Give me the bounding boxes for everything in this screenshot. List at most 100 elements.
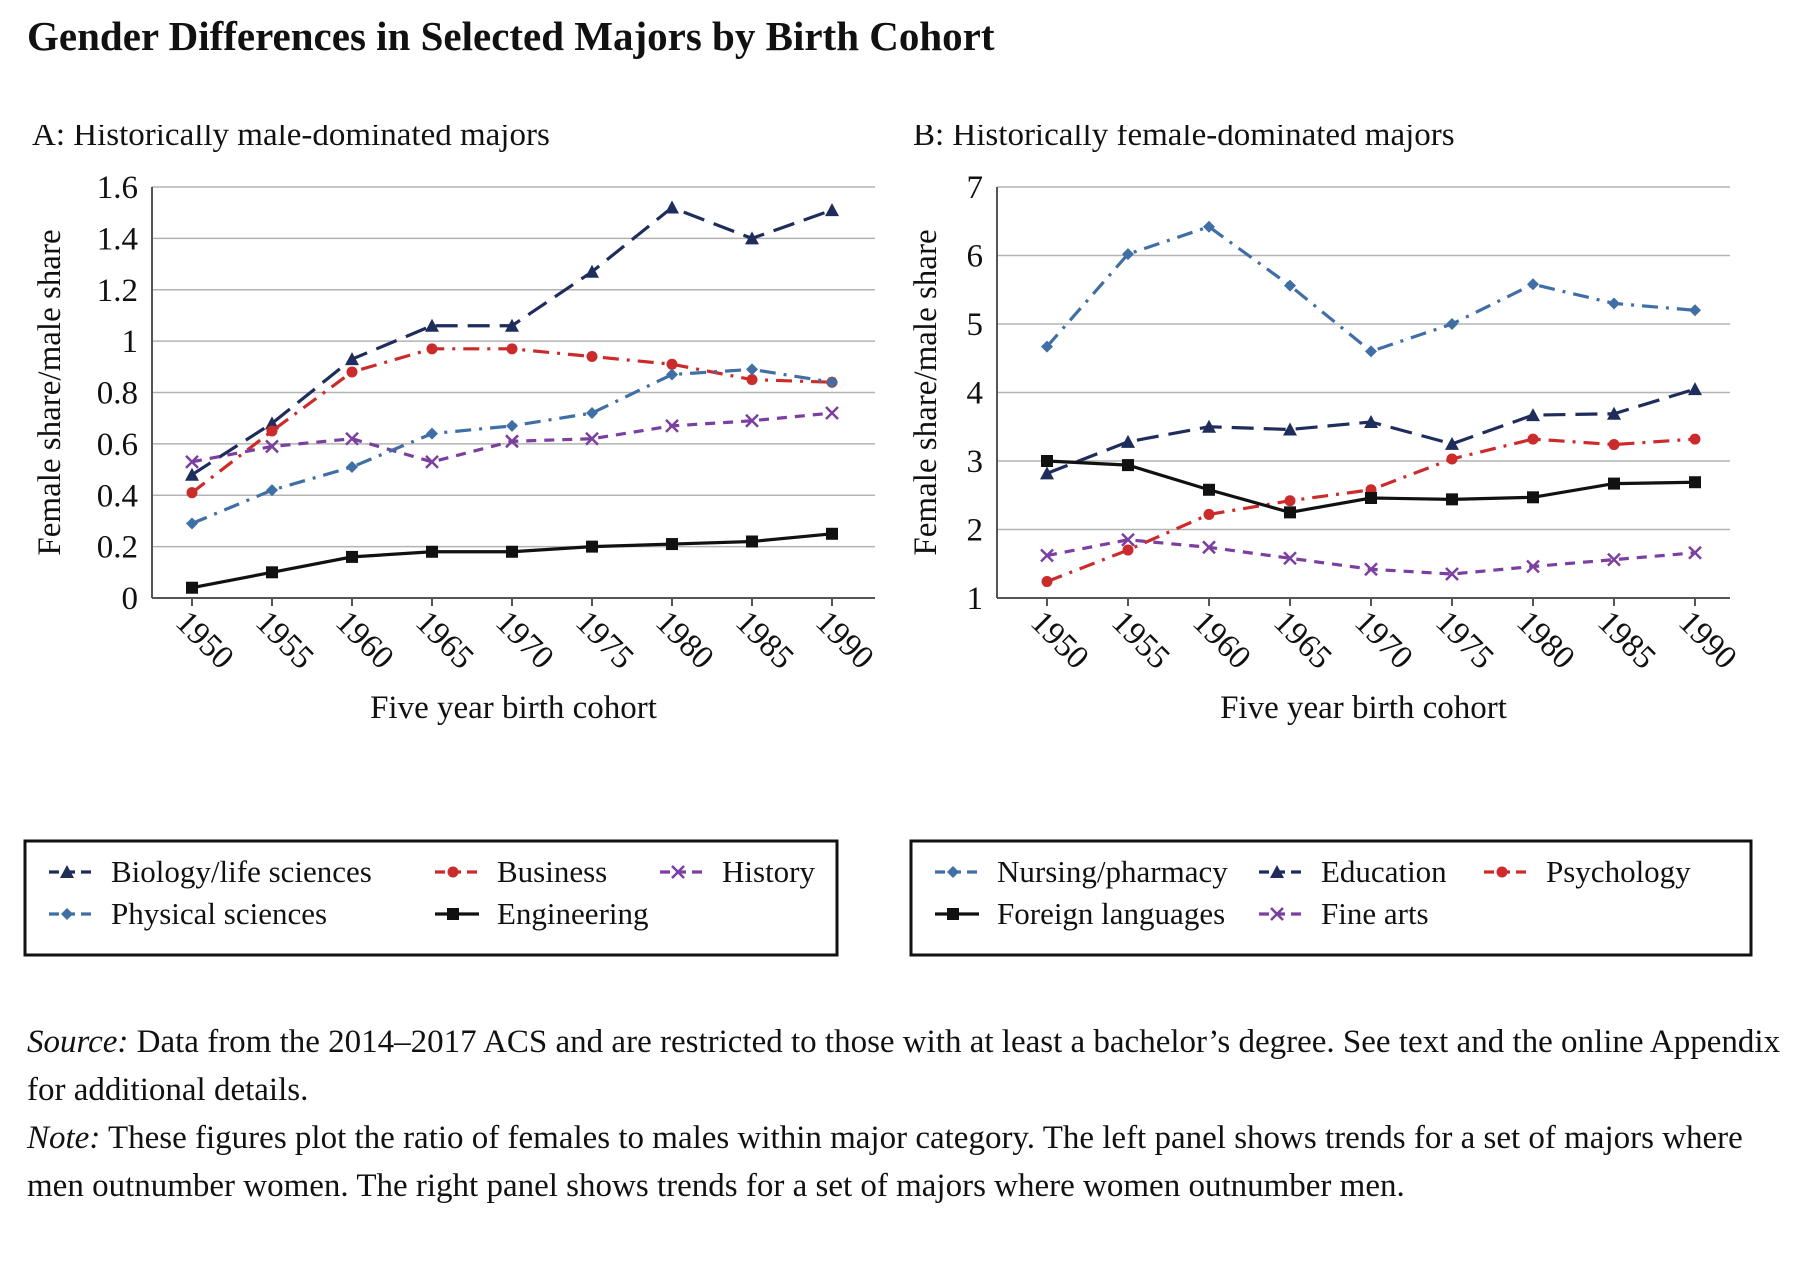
x-tick-label: 1980 (648, 604, 720, 676)
data-point (1688, 545, 1702, 560)
data-point (1364, 414, 1378, 428)
data-point (825, 203, 839, 217)
data-point (586, 407, 598, 420)
panel-title: A: Historically male-dominated majors (32, 125, 550, 153)
series-biology-life-sciences (185, 200, 839, 481)
data-point (585, 431, 599, 446)
source-note: Source: Data from the 2014–2017 ACS and … (27, 1018, 1782, 1114)
x-tick-label: 1985 (1590, 604, 1662, 676)
data-point (345, 352, 359, 366)
series-history (185, 406, 839, 469)
x-axis-title: Five year birth cohort (370, 690, 657, 726)
y-tick-label: 6 (967, 239, 984, 275)
legend-marker (1270, 865, 1284, 878)
data-point (1122, 248, 1134, 261)
data-point (1122, 459, 1134, 472)
legend-label: Physical sciences (111, 896, 327, 931)
x-tick-label: 1965 (408, 604, 480, 676)
x-tick-label: 1960 (1185, 604, 1257, 676)
y-tick-label: 0.2 (97, 530, 138, 566)
series-nursing-pharmacy (1041, 220, 1701, 358)
data-point (1526, 408, 1540, 422)
y-tick-label: 4 (967, 376, 984, 412)
legend-marker (947, 908, 959, 920)
data-point (505, 434, 519, 449)
y-tick-label: 0 (122, 581, 139, 617)
series-engineering (186, 527, 838, 594)
legend-item: Biology/life sciences (49, 854, 372, 889)
legend-marker (947, 866, 959, 878)
data-point (1284, 506, 1296, 519)
legend-item: Nursing/pharmacy (935, 854, 1228, 889)
data-point (745, 413, 759, 428)
legend-marker (671, 865, 685, 879)
legend-label: Nursing/pharmacy (997, 854, 1228, 889)
x-tick-label: 1955 (1104, 604, 1176, 676)
data-point (1283, 551, 1297, 566)
y-tick-label: 1.6 (97, 170, 138, 206)
legend-item: History (660, 854, 816, 889)
data-point (1041, 455, 1053, 467)
panel-title: B: Historically female-dominated majors (913, 125, 1455, 153)
data-point (1284, 495, 1296, 507)
data-point (1041, 340, 1053, 353)
series-psychology (1041, 433, 1701, 588)
data-point (746, 363, 758, 376)
data-point (1284, 279, 1296, 292)
y-axis-title: Female share/male share (908, 229, 944, 555)
data-point (1446, 453, 1458, 465)
data-point (1365, 491, 1377, 504)
data-point (425, 454, 439, 469)
legend-item: Engineering (435, 896, 649, 931)
series-line (191, 367, 833, 525)
data-point (825, 406, 839, 420)
data-point (1040, 466, 1054, 480)
x-tick-label: 1960 (328, 604, 400, 676)
data-point (1526, 559, 1540, 574)
data-point (1689, 433, 1701, 445)
data-point (826, 376, 838, 389)
data-point (1283, 422, 1297, 436)
x-tick-label: 1975 (1428, 604, 1500, 676)
legend-item: Fine arts (1259, 896, 1429, 931)
legend-label: Biology/life sciences (111, 854, 372, 889)
data-point (1040, 548, 1054, 563)
data-point (1527, 491, 1539, 504)
y-tick-label: 1 (967, 581, 984, 617)
data-point (1689, 476, 1701, 489)
legend-label: Psychology (1546, 854, 1691, 889)
data-point (505, 318, 519, 332)
figure-notes: Source: Data from the 2014–2017 ACS and … (27, 1018, 1782, 1210)
data-point (1121, 532, 1135, 547)
x-tick-label: 1965 (1266, 604, 1338, 676)
data-point (426, 545, 438, 558)
data-point (346, 460, 358, 473)
legend-item: Physical sciences (49, 896, 327, 931)
data-point (426, 343, 438, 355)
data-point (666, 368, 678, 381)
x-tick-label: 1950 (1023, 604, 1095, 676)
data-point (1203, 483, 1215, 496)
legend-label: Education (1321, 854, 1447, 889)
x-tick-label: 1990 (808, 604, 880, 676)
data-point (745, 231, 759, 245)
data-point (1041, 576, 1053, 588)
data-point (1364, 562, 1378, 577)
data-point (665, 200, 679, 214)
y-tick-label: 7 (967, 170, 984, 206)
x-axis-title: Five year birth cohort (1220, 690, 1507, 726)
legend-marker (1270, 907, 1284, 921)
panel-a-chart: A: Historically male-dominated majors 0 0.… (23, 125, 880, 957)
data-point (1527, 278, 1539, 291)
x-tick-label: 1970 (488, 604, 560, 676)
y-tick-label: 3 (967, 444, 984, 480)
data-point (1203, 220, 1215, 233)
data-point (1445, 436, 1459, 450)
legend-label: Engineering (497, 896, 649, 931)
data-point (265, 416, 279, 430)
data-point (666, 358, 678, 370)
data-point (506, 343, 518, 355)
source-label: Source: (27, 1024, 129, 1060)
note-text: These figures plot the ratio of females … (27, 1120, 1743, 1204)
data-point (346, 366, 358, 378)
